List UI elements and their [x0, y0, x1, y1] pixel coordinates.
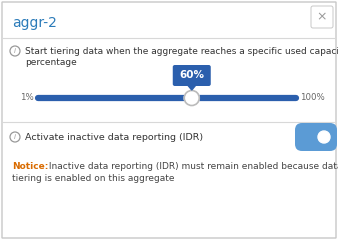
Text: i: i [14, 48, 16, 54]
Circle shape [184, 90, 199, 106]
FancyBboxPatch shape [311, 6, 333, 28]
Text: i: i [14, 134, 16, 140]
Text: Inactive data reporting (IDR) must remain enabled because data: Inactive data reporting (IDR) must remai… [46, 162, 338, 171]
Text: aggr-2: aggr-2 [12, 16, 57, 30]
Text: Notice:: Notice: [12, 162, 48, 171]
Text: 1%: 1% [20, 94, 34, 102]
FancyBboxPatch shape [295, 123, 337, 151]
Text: Start tiering data when the aggregate reaches a specific used capacity: Start tiering data when the aggregate re… [25, 47, 338, 56]
Circle shape [318, 131, 330, 143]
FancyBboxPatch shape [2, 2, 336, 238]
Text: tiering is enabled on this aggregate: tiering is enabled on this aggregate [12, 174, 174, 183]
Text: 60%: 60% [179, 71, 204, 80]
Text: ×: × [317, 11, 327, 24]
FancyBboxPatch shape [173, 65, 211, 86]
Text: 100%: 100% [300, 94, 325, 102]
Polygon shape [187, 84, 197, 90]
Text: percentage: percentage [25, 58, 77, 67]
Text: Activate inactive data reporting (IDR): Activate inactive data reporting (IDR) [25, 132, 203, 142]
